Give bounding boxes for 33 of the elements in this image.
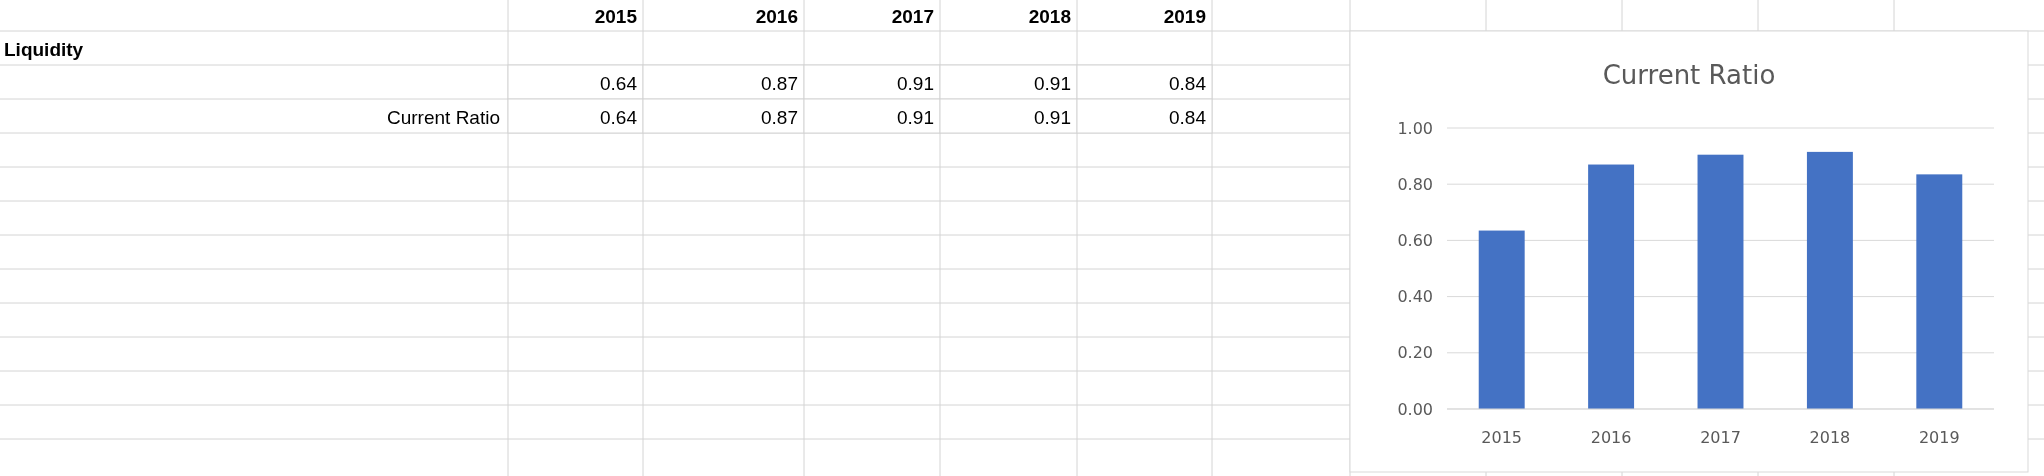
y-tick-label: 0.80 [1397,174,1433,194]
data-label: 0.84 [1169,73,1207,94]
bar [1588,164,1635,409]
bar [1478,230,1525,409]
x-tick-label: 2015 [594,6,638,27]
bar [1697,154,1744,409]
y-tick-label: 0.00 [1397,399,1433,419]
data-label: 0.84 [1169,107,1207,128]
x-tick-label: 2016 [755,6,798,27]
text: Liquidity [4,39,84,60]
y-tick-label: 0.40 [1397,287,1433,307]
data-label: 0.87 [761,73,798,94]
x-tick-label: 2019 [1918,428,1960,447]
data-label: 0.64 [600,107,638,128]
bar [1916,174,1963,409]
data-label: 0.91 [897,73,934,94]
x-tick-label: 2017 [1700,428,1741,447]
data-label: 0.64 [600,73,638,94]
x-tick-label: 2018 [1809,428,1851,447]
data-label: 0.91 [1034,73,1071,94]
x-tick-label: 2019 [1163,6,1206,27]
bar [1806,151,1853,409]
chart-title: Current Ratio [1602,60,1776,90]
data-label: 0.91 [1034,107,1071,128]
x-tick-label: 2015 [1481,428,1523,447]
x-tick-label: 2016 [1590,428,1632,447]
data-label: 0.91 [897,107,934,128]
x-tick-label: 2018 [1028,6,1071,27]
y-tick-label: 1.00 [1397,118,1433,138]
data-label: 0.87 [761,107,798,128]
x-tick-label: 2017 [891,6,934,27]
y-tick-label: 0.60 [1397,231,1433,250]
y-tick-label: 0.20 [1397,343,1433,363]
